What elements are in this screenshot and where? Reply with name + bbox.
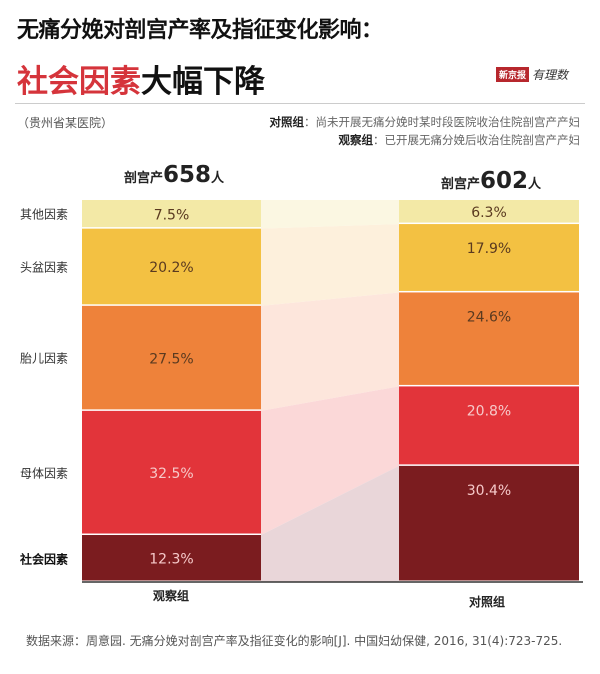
connector-band [261, 224, 399, 306]
total-prefix: 剖宫产 [441, 177, 481, 192]
bar-segment [82, 305, 261, 410]
data-label: 32.5% [149, 466, 193, 482]
total-unit: 人 [211, 171, 225, 186]
bar-segment [399, 465, 579, 581]
subtitle-rest: 大幅下降 [141, 64, 265, 100]
data-source: 数据来源：周意园. 无痛分娩对剖宫产率及指征变化的影响[J]. 中国妇幼保健, … [26, 634, 563, 648]
bar-segment [82, 410, 261, 534]
connector-band [261, 386, 399, 536]
subtitle-highlight: 社会因素 [17, 64, 141, 100]
region-note: （贵州省某医院） [17, 116, 114, 130]
legend-control: 对照组：尚未开展无痛分娩时某时段医院收治住院剖宫产产妇 [270, 114, 581, 130]
category-label: 其他因素 [20, 207, 69, 222]
data-label: 17.9% [467, 241, 511, 257]
logo-text: 新京报 [495, 67, 529, 82]
bar-segment [399, 386, 579, 465]
data-label: 24.6% [467, 309, 511, 325]
total-number: 602 [480, 168, 529, 194]
total-observation: 剖宫产658人 [124, 162, 224, 188]
bar-segment [82, 200, 261, 228]
connector-band [261, 465, 399, 582]
legend-term: 观察组 [338, 133, 374, 147]
bar-segment [82, 228, 261, 305]
legend-desc: ：尚未开展无痛分娩时某时段医院收治住院剖宫产产妇 [304, 115, 580, 129]
total-number: 658 [163, 162, 212, 188]
bar-segment [399, 200, 579, 223]
total-unit: 人 [528, 177, 542, 192]
data-label: 20.2% [149, 260, 193, 276]
title: 无痛分娩对剖宫产率及指征变化影响： [17, 18, 383, 43]
category-label: 头盆因素 [20, 260, 69, 275]
total-control: 剖宫产602人 [441, 168, 541, 194]
data-label: 7.5% [154, 207, 190, 223]
bar-segment [82, 535, 261, 581]
subtitle: 社会因素大幅下降 [17, 56, 265, 101]
legend-observation: 观察组：已开展无痛分娩后收治住院剖宫产产妇 [339, 132, 581, 148]
data-label: 12.3% [149, 552, 193, 568]
logo-signature: 有理数 [531, 68, 568, 82]
data-label: 20.8% [467, 403, 511, 419]
logo: 新京报 有理数 [495, 66, 568, 83]
data-label: 30.4% [467, 483, 511, 499]
bar-segment [399, 292, 579, 385]
category-label: 社会因素 [20, 552, 69, 566]
group-label-observation: 观察组 [153, 589, 190, 603]
category-label: 母体因素 [20, 466, 69, 481]
connector-band [261, 292, 399, 411]
bar-segment [399, 224, 579, 291]
connector-band [261, 200, 399, 229]
category-label: 胎儿因素 [20, 351, 69, 366]
legend-term: 对照组 [269, 115, 305, 129]
legend-desc: ：已开展无痛分娩后收治住院剖宫产产妇 [373, 133, 580, 147]
data-label: 6.3% [471, 205, 507, 221]
divider [15, 103, 585, 104]
total-prefix: 剖宫产 [124, 171, 164, 186]
data-label: 27.5% [149, 351, 193, 367]
group-label-control: 对照组 [469, 595, 506, 609]
